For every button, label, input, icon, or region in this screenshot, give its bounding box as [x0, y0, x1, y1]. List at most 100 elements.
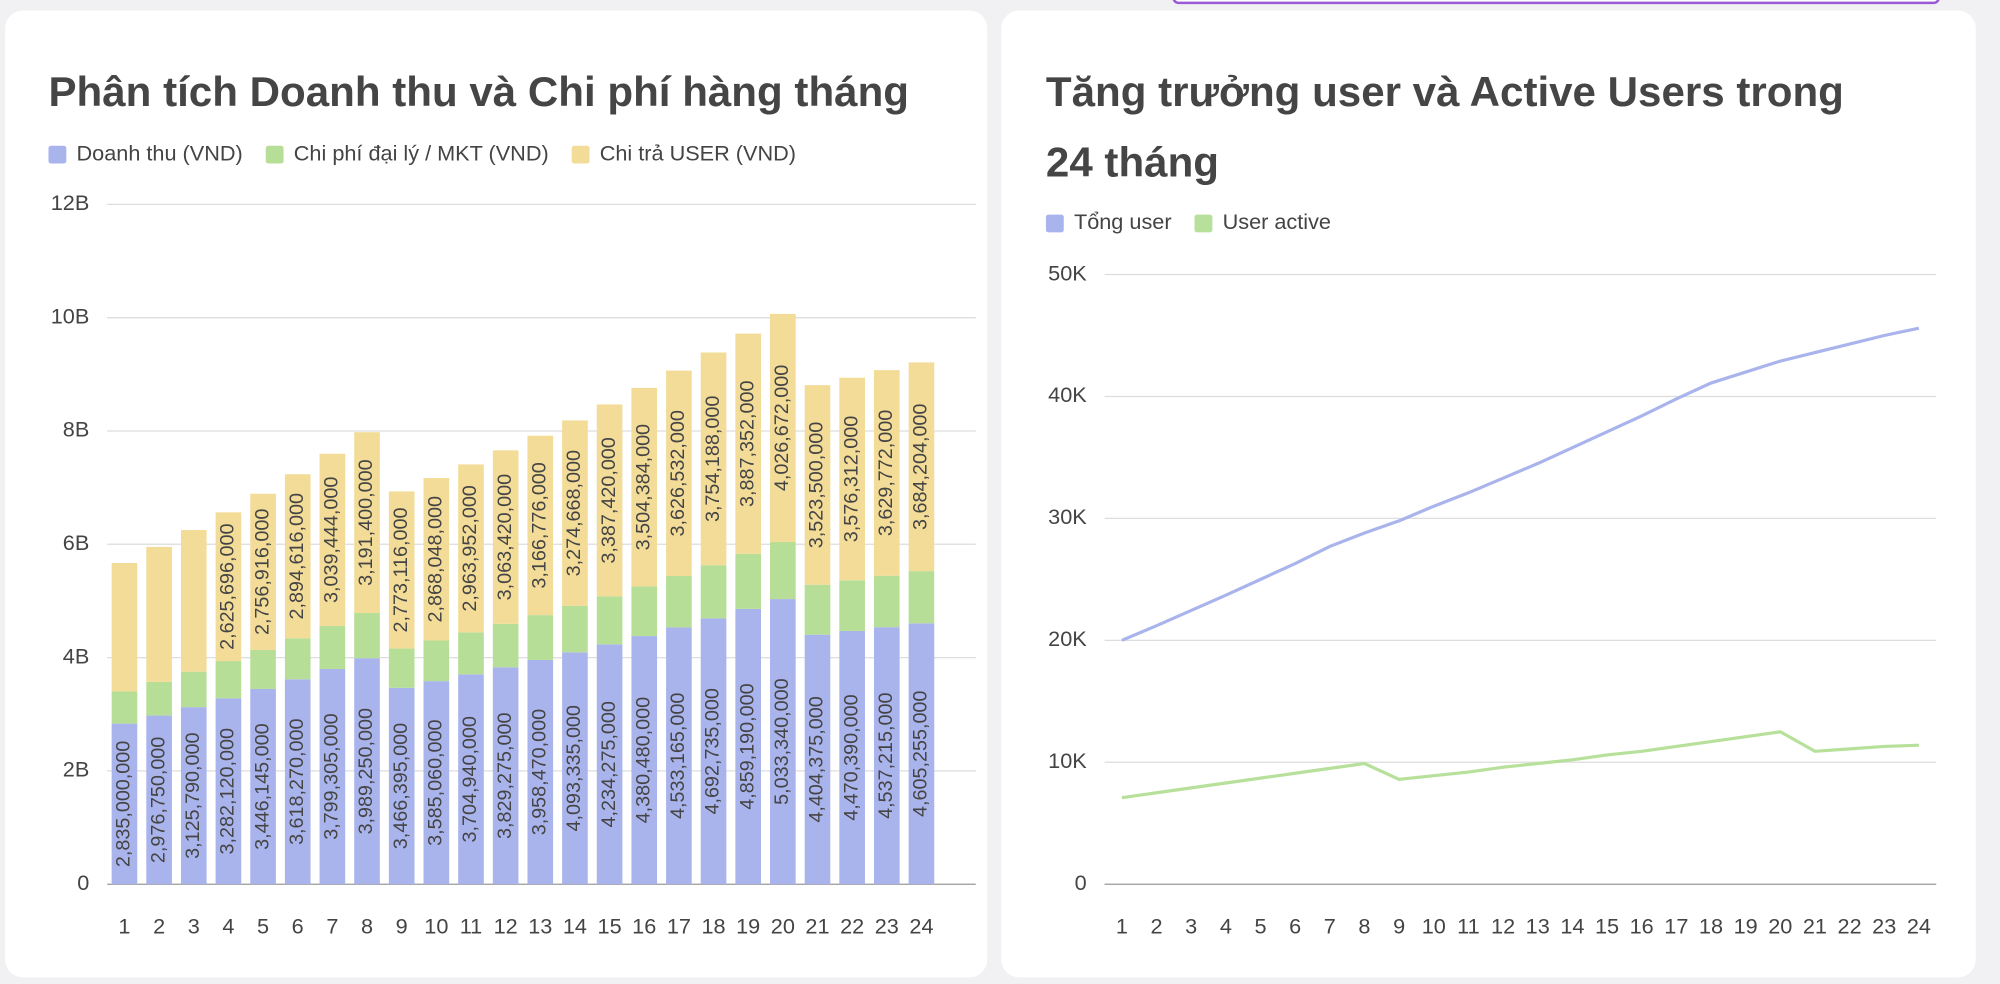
bar-segment: [908, 362, 935, 572]
bar-segment: [250, 493, 276, 650]
bar-segment: [458, 632, 484, 675]
bar-segment: [873, 575, 900, 628]
y-tick-label: 10K: [1048, 748, 1087, 773]
title-box: Phân tích Doanh thu và Chi phí hàng thán…: [48, 67, 910, 116]
bar-segment: [735, 333, 762, 554]
x-tick-label: 3: [1185, 913, 1197, 938]
legend-label: Chi trả USER (VND): [600, 140, 796, 165]
value-label: 3,274,668,000: [563, 450, 585, 576]
x-tick-label: 6: [1289, 913, 1301, 938]
bar-segment: [111, 691, 138, 724]
x-tick-label: 8: [361, 913, 373, 938]
bar-segment: [458, 464, 484, 633]
x-tick-label: 11: [1457, 913, 1480, 938]
x-tick-label: 10: [1422, 913, 1446, 938]
value-label: 3,466,395,000: [390, 723, 412, 849]
value-label: 4,404,375,000: [806, 696, 828, 822]
bar-segment: [908, 571, 935, 624]
x-tick-label: 18: [701, 913, 725, 938]
bar-segment: [492, 450, 519, 624]
value-label: 3,799,305,000: [321, 713, 343, 839]
value-label: 3,446,145,000: [251, 723, 273, 849]
x-tick-label: 5: [1254, 913, 1266, 938]
value-label: 3,684,204,000: [910, 404, 932, 530]
x-tick-label: 9: [396, 913, 408, 938]
x-tick-label: 8: [1358, 913, 1370, 938]
bar-segment: [666, 576, 692, 628]
value-label: 3,618,270,000: [286, 719, 308, 845]
x-tick-label: 4: [1220, 913, 1232, 938]
x-tick-label: 7: [1324, 913, 1336, 938]
bar-segment: [423, 478, 450, 641]
x-tick-label: 24: [909, 913, 933, 938]
x-tick-label: 24: [1907, 913, 1931, 938]
x-tick-label: 6: [292, 913, 304, 938]
y-tick-label: 12B: [51, 190, 90, 215]
title-box: Tăng trưởng user và Active Users trong 2…: [1046, 68, 1844, 185]
bar-segment: [562, 652, 588, 885]
chart-title: Phân tích Doanh thu và Chi phí hàng thán…: [48, 67, 910, 116]
bar-segment: [804, 385, 831, 585]
bar-segment: [700, 618, 727, 885]
x-tick-label: 14: [1560, 913, 1584, 938]
x-tick-label: 19: [736, 913, 760, 938]
x-tick-label: 16: [1630, 913, 1654, 938]
x-tick-label: 15: [1595, 913, 1619, 938]
value-label: 3,576,312,000: [840, 416, 862, 542]
bar-segment: [284, 474, 311, 639]
value-label: 2,773,116,000: [390, 508, 412, 633]
bar-segment: [284, 638, 311, 680]
bar-segment: [804, 634, 831, 885]
y-tick-label: 50K: [1048, 260, 1087, 285]
bar-segment: [215, 661, 242, 699]
x-tick-label: 19: [1734, 913, 1758, 938]
bar-segment: [839, 580, 865, 631]
bar-segment: [319, 668, 346, 885]
legend-label: Chi phí đại lý / MKT (VND): [294, 140, 549, 165]
bar-segment: [354, 432, 380, 614]
value-label: 5,033,340,000: [771, 678, 793, 804]
bar-segment: [527, 435, 554, 616]
y-tick-label: 8B: [63, 417, 90, 442]
bar-segment: [215, 698, 242, 885]
line-series: [1121, 326, 1920, 642]
legend-label: Doanh thu (VND): [77, 140, 243, 165]
x-tick-label: 21: [1803, 913, 1827, 938]
bar-segment: [146, 546, 172, 682]
y-tick-label: 40K: [1048, 382, 1087, 407]
bar-segment: [908, 623, 935, 885]
y-tick-label: 4B: [63, 643, 90, 668]
value-label: 2,625,696,000: [217, 524, 239, 650]
value-label: 3,829,275,000: [494, 713, 516, 839]
bar-segment: [354, 658, 380, 885]
bar-segment: [631, 387, 658, 587]
bar-segment: [873, 370, 900, 576]
x-tick-label: 7: [326, 913, 338, 938]
bar-segment: [284, 679, 311, 885]
legend-swatch: [48, 145, 67, 164]
bar-segment: [631, 636, 658, 885]
value-label: 2,894,616,000: [286, 493, 308, 619]
bar-segment: [770, 599, 796, 885]
bar-segment: [735, 608, 762, 885]
bar-segment: [215, 512, 242, 662]
legend-swatch: [265, 145, 284, 164]
x-tick-label: 22: [1838, 913, 1862, 938]
value-label: 3,063,420,000: [494, 474, 516, 600]
bar-segment: [423, 640, 450, 682]
x-tick-label: 3: [188, 913, 200, 938]
bar-segment: [319, 453, 346, 626]
bar-segment: [180, 707, 207, 885]
value-label: 3,504,384,000: [632, 424, 654, 550]
x-tick-label: 2: [1151, 913, 1163, 938]
bar-segment: [631, 586, 658, 637]
bar-segment: [180, 671, 207, 708]
bar-segment: [423, 681, 450, 885]
bar-segment: [146, 681, 172, 716]
y-tick-label: 0: [1075, 870, 1087, 895]
value-label: 3,629,772,000: [875, 410, 897, 536]
bar-segment: [839, 630, 865, 885]
legend-swatch: [1194, 214, 1213, 233]
legend-swatch: [1045, 214, 1064, 233]
